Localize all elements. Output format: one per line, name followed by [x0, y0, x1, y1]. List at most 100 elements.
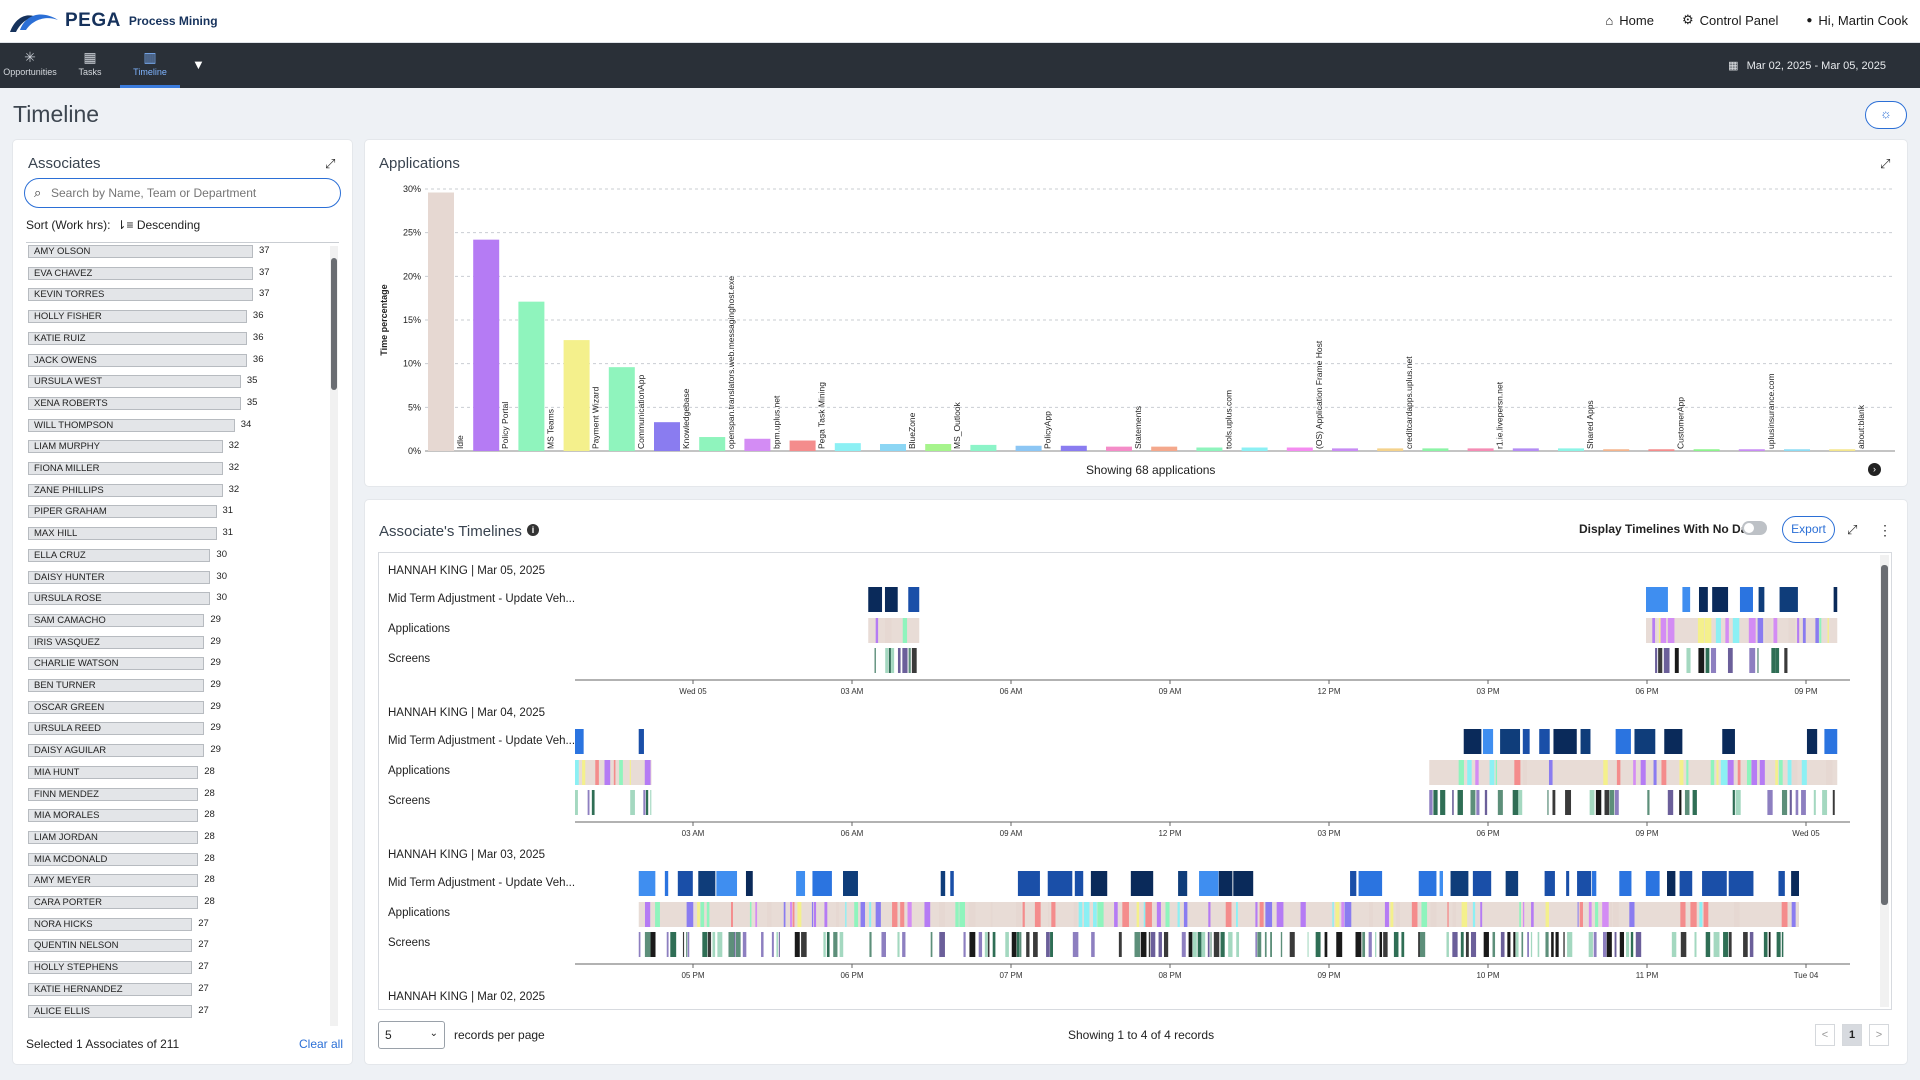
associate-hours-bar[interactable]: CHARLIE WATSON [28, 657, 205, 671]
lightbulb-button[interactable]: ☼ [1865, 101, 1907, 129]
records-per-page-select[interactable]: 5 ⌄ [378, 1021, 445, 1049]
associate-list-item[interactable]: ELLA CRUZ 30 [28, 548, 328, 563]
associate-list-item[interactable]: MIA MCDONALD 28 [28, 852, 328, 867]
associate-list-scroll-thumb[interactable] [331, 258, 337, 390]
associate-hours-bar[interactable]: QUENTIN NELSON [28, 939, 193, 953]
associate-hours-bar[interactable]: PIPER GRAHAM [28, 505, 217, 519]
filter-icon[interactable]: ▼ [192, 57, 205, 72]
associate-hours-bar[interactable]: FIONA MILLER [28, 462, 223, 475]
pagination-page-button[interactable]: 1 [1842, 1024, 1862, 1046]
associate-hours-bar[interactable]: AMY MEYER [28, 874, 199, 888]
associate-hours-bar[interactable]: XENA ROBERTS [28, 396, 241, 410]
expand-icon[interactable]: ⤢ [325, 156, 336, 171]
associate-hours-bar[interactable]: HOLLY FISHER [28, 310, 247, 324]
associate-list-item[interactable]: FIONA MILLER 32 [28, 462, 328, 476]
associate-list-item[interactable]: AMY MEYER 28 [28, 874, 328, 888]
associate-list-item[interactable]: KATIE RUIZ 36 [28, 331, 328, 346]
associate-hours-bar[interactable]: URSULA REED [28, 722, 205, 736]
pagination-prev-button[interactable]: < [1815, 1024, 1835, 1046]
associate-list-item[interactable]: KATIE HERNANDEZ 27 [28, 982, 328, 997]
associate-list-item[interactable]: ZANE PHILLIPS 32 [28, 483, 328, 498]
associate-hours-bar[interactable]: LIAM MURPHY [28, 440, 223, 454]
associate-list-item[interactable]: XENA ROBERTS 35 [28, 396, 328, 411]
expand-icon[interactable]: ⤢ [1847, 522, 1858, 537]
info-icon[interactable]: i [527, 524, 539, 536]
associate-list-item[interactable]: OSCAR GREEN 29 [28, 700, 328, 715]
date-range-picker[interactable]: ▦ Mar 02, 2025 - Mar 05, 2025 [1728, 59, 1886, 73]
tab-timeline[interactable]: ▥ Timeline [120, 43, 180, 88]
timelines-scroll-thumb[interactable] [1881, 565, 1888, 905]
associate-list-item[interactable]: JACK OWENS 36 [28, 353, 328, 368]
associate-list-item[interactable]: KEVIN TORRES 37 [28, 288, 328, 302]
sort-toggle[interactable]: ⇂≡ Descending [116, 218, 200, 232]
tab-tasks[interactable]: ▦ Tasks [60, 43, 120, 88]
home-link[interactable]: ⌂ Home [1605, 12, 1654, 28]
control-panel-link[interactable]: ⚙ Control Panel [1682, 12, 1778, 28]
associate-hours-bar[interactable]: DAISY HUNTER [28, 570, 211, 584]
associate-hours-bar[interactable]: DAISY AGUILAR [28, 744, 205, 758]
associate-list-item[interactable]: BEN TURNER 29 [28, 679, 328, 693]
clear-all-link[interactable]: Clear all [299, 1037, 344, 1051]
associate-list-item[interactable]: MIA MORALES 28 [28, 809, 328, 823]
associate-hours-bar[interactable]: WILL THOMPSON [28, 418, 235, 432]
display-nodata-toggle[interactable] [1742, 521, 1767, 535]
associate-hours-bar[interactable]: KATIE HERNANDEZ [28, 982, 193, 996]
associate-hours-bar[interactable]: URSULA ROSE [28, 592, 211, 606]
associate-list-item[interactable]: CHARLIE WATSON 29 [28, 657, 328, 671]
associate-hours-bar[interactable]: NORA HICKS [28, 917, 193, 931]
associate-hours-bar[interactable]: KEVIN TORRES [28, 288, 253, 302]
associate-hours-bar[interactable]: KATIE RUIZ [28, 331, 247, 345]
associate-list-item[interactable]: URSULA WEST 35 [28, 375, 328, 389]
associate-hours-bar[interactable]: URSULA WEST [28, 375, 241, 389]
export-button[interactable]: Export [1782, 516, 1835, 543]
expand-icon[interactable]: ⤢ [1880, 156, 1891, 171]
associate-hours-bar[interactable]: EVA CHAVEZ [28, 266, 253, 280]
associate-hours-bar[interactable]: ALICE ELLIS [28, 1004, 193, 1018]
tab-opportunities[interactable]: ✳ Opportunities [0, 43, 60, 88]
associate-list-item[interactable]: HOLLY FISHER 36 [28, 310, 328, 324]
user-menu[interactable]: ● Hi, Martin Cook [1806, 12, 1908, 28]
associate-search-field[interactable]: ⌕ [24, 178, 341, 208]
associate-list-item[interactable]: EVA CHAVEZ 37 [28, 266, 328, 281]
associate-list-item[interactable]: URSULA ROSE 30 [28, 592, 328, 606]
associate-hours-bar[interactable]: ZANE PHILLIPS [28, 483, 223, 497]
associate-hours-bar[interactable]: MAX HILL [28, 527, 217, 541]
associate-list-scrollbar[interactable] [330, 246, 338, 1026]
associate-list-item[interactable]: QUENTIN NELSON 27 [28, 939, 328, 953]
more-options-icon[interactable]: ⋮ [1878, 522, 1892, 538]
associate-list-item[interactable]: LIAM MURPHY 32 [28, 440, 328, 454]
pega-logo[interactable]: PEGA Process Mining [8, 8, 218, 34]
associate-list-item[interactable]: PIPER GRAHAM 31 [28, 505, 328, 519]
associate-hours-bar[interactable]: MIA MORALES [28, 809, 199, 823]
associate-hours-bar[interactable]: IRIS VASQUEZ [28, 635, 205, 649]
associate-list-item[interactable]: WILL THOMPSON 34 [28, 418, 328, 433]
associate-list-item[interactable]: SAM CAMACHO 29 [28, 613, 328, 628]
associate-hours-bar[interactable]: LIAM JORDAN [28, 830, 199, 844]
associate-list-item[interactable]: IRIS VASQUEZ 29 [28, 635, 328, 650]
associate-list-item[interactable]: DAISY HUNTER 30 [28, 570, 328, 585]
associate-list-item[interactable]: MAX HILL 31 [28, 527, 328, 541]
associate-list-item[interactable]: CARA PORTER 28 [28, 896, 328, 910]
pagination-next-button[interactable]: > [1869, 1024, 1889, 1046]
associate-hours-bar[interactable]: CARA PORTER [28, 896, 199, 909]
associate-hours-bar[interactable]: MIA HUNT [28, 765, 199, 779]
associate-list-item[interactable]: NORA HICKS 27 [28, 917, 328, 932]
associate-hours-bar[interactable]: BEN TURNER [28, 679, 205, 692]
associate-hours-bar[interactable]: HOLLY STEPHENS [28, 961, 193, 975]
associate-hours-bar[interactable]: FINN MENDEZ [28, 787, 199, 801]
associate-hours-bar[interactable]: MIA MCDONALD [28, 852, 199, 866]
associate-list-item[interactable]: DAISY AGUILAR 29 [28, 744, 328, 758]
associate-list-item[interactable]: AMY OLSON 37 [28, 245, 328, 259]
associate-list-item[interactable]: ALICE ELLIS 27 [28, 1004, 328, 1019]
associate-list-item[interactable]: LIAM JORDAN 28 [28, 830, 328, 845]
associate-hours-bar[interactable]: AMY OLSON [28, 245, 253, 258]
associate-list-item[interactable]: FINN MENDEZ 28 [28, 787, 328, 802]
associate-hours-bar[interactable]: ELLA CRUZ [28, 548, 211, 562]
associate-hours-bar[interactable]: SAM CAMACHO [28, 613, 205, 627]
associate-search-input[interactable] [51, 184, 331, 202]
associate-list-item[interactable]: MIA HUNT 28 [28, 765, 328, 780]
associate-hours-bar[interactable]: JACK OWENS [28, 353, 247, 367]
associate-list-item[interactable]: HOLLY STEPHENS 27 [28, 961, 328, 975]
chart-next-icon[interactable]: › [1868, 463, 1881, 476]
associate-list-item[interactable]: URSULA REED 29 [28, 722, 328, 736]
